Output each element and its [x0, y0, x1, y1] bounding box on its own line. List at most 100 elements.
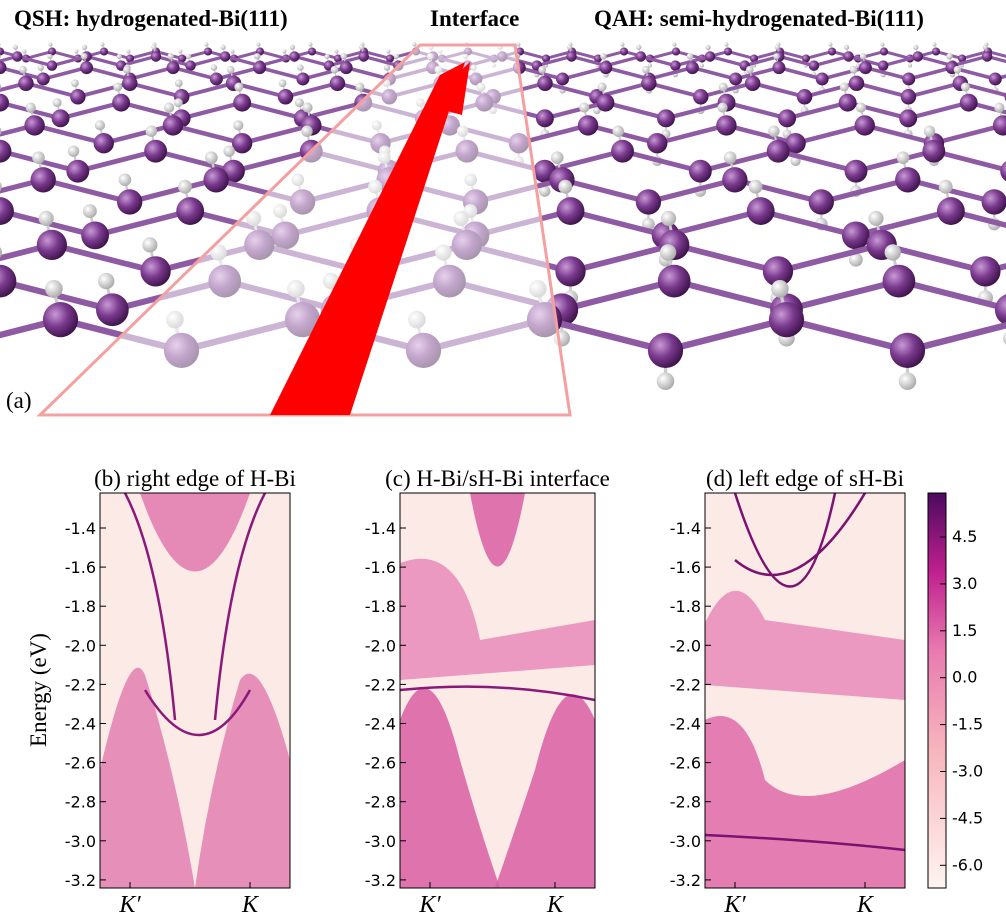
y-tick-label: -2.0	[365, 636, 396, 655]
bi-atom	[767, 140, 790, 163]
y-tick-label: -2.4	[670, 715, 701, 734]
h-atom	[175, 79, 183, 87]
colorbar-tick-label: -3.0	[952, 762, 983, 781]
bi-atom	[693, 89, 708, 104]
y-tick-label: -1.4	[365, 519, 396, 538]
h-atom	[123, 66, 131, 74]
y-tick-label: -3.2	[365, 871, 396, 890]
colorbar-tick-label: 0.0	[952, 668, 977, 687]
h-atom	[23, 50, 27, 54]
panel-label: (a)	[6, 388, 32, 413]
bi-atom	[52, 109, 70, 127]
bi-atom	[828, 48, 836, 56]
bi-atom	[94, 133, 114, 153]
bi-atom	[12, 51, 22, 61]
h-atom	[829, 43, 833, 47]
x-tick-label: K	[546, 892, 565, 917]
h-atom	[295, 98, 304, 107]
y-tick-label: -2.4	[65, 715, 96, 734]
h-atom	[49, 43, 53, 47]
y-tick-label: -1.6	[65, 558, 96, 577]
h-atom	[324, 54, 329, 59]
h-atom	[301, 125, 312, 136]
y-tick-label: -1.4	[670, 519, 701, 538]
bi-atom	[556, 72, 569, 85]
bi-atom	[913, 51, 923, 61]
bi-atom	[849, 76, 864, 91]
bi-atom	[204, 48, 212, 56]
h-atom	[231, 50, 235, 54]
x-tick-label: K′	[118, 892, 141, 917]
h-atom	[954, 66, 962, 74]
h-atom	[142, 237, 157, 252]
h-atom	[551, 151, 564, 164]
bi-atom	[557, 197, 585, 225]
h-atom	[600, 53, 606, 59]
y-tick-label: -1.8	[65, 597, 96, 616]
bi-atom	[31, 167, 56, 192]
h-atom	[768, 125, 779, 136]
h-atom	[227, 66, 235, 74]
bi-atom	[960, 94, 978, 112]
h-atom	[186, 54, 191, 59]
h-atom	[53, 98, 62, 107]
bi-atom	[982, 189, 1006, 214]
bi-atom	[689, 160, 712, 183]
bi-atom	[597, 94, 615, 112]
bi-atom	[278, 89, 293, 104]
bi-atom	[878, 60, 888, 70]
bi-atom	[747, 197, 775, 225]
h-atom	[233, 120, 243, 130]
bi-atom	[641, 76, 656, 91]
bi-atom	[253, 61, 266, 74]
h-atom	[167, 53, 173, 59]
h-atom	[899, 372, 917, 390]
h-atom	[773, 53, 779, 59]
colorbar-tick-label: 3.0	[952, 574, 977, 593]
h-atom	[39, 211, 54, 226]
bi-atom	[555, 256, 585, 286]
qah-title: QAH: semi-hydrogenated-Bi(111)	[594, 6, 924, 31]
bi-atom	[611, 140, 634, 163]
bi-atom	[37, 72, 50, 85]
h-atom	[297, 64, 303, 70]
bi-atom	[163, 115, 183, 135]
h-atom	[648, 64, 652, 68]
h-atom	[178, 180, 192, 194]
bi-atom	[330, 76, 345, 91]
bi-atom	[797, 89, 812, 104]
band-plots: (b) right edge of H-Bi K′ K -1.4 -1.6 -1.8 -2.…	[65, 466, 983, 917]
bi-atom	[843, 51, 853, 61]
bi-atom	[185, 60, 195, 70]
h-atom	[384, 64, 390, 70]
h-atom	[558, 180, 572, 194]
bi-atom	[932, 48, 940, 56]
bi-atom	[883, 265, 916, 298]
bi-atom	[899, 109, 917, 127]
h-atom	[309, 43, 313, 47]
y-tick-label: -2.0	[65, 636, 96, 655]
y-tick-label: -3.0	[65, 832, 96, 851]
h-atom	[881, 43, 885, 47]
bi-atom	[140, 256, 170, 286]
bi-atom	[636, 51, 646, 61]
h-atom	[257, 43, 261, 47]
bi-atom	[96, 293, 129, 326]
h-atom	[151, 45, 156, 50]
h-atom	[913, 45, 918, 50]
y-tick-label: -1.4	[65, 519, 96, 538]
bi-atom	[167, 61, 180, 74]
bi-atom	[289, 51, 299, 61]
h-atom	[994, 102, 1004, 112]
h-atom	[749, 180, 763, 194]
y-tick-label: -2.4	[365, 715, 396, 734]
bi-atom	[890, 333, 925, 368]
panel-title: (b) right edge of H-Bi	[94, 466, 296, 491]
y-tick-label: -2.6	[365, 754, 396, 773]
h-atom	[844, 45, 849, 50]
bi-atom	[358, 51, 368, 61]
colorbar-tick-label: 1.5	[952, 621, 977, 640]
bi-atom	[716, 115, 736, 135]
bi-atom	[80, 61, 93, 74]
bi-atom	[724, 48, 732, 56]
